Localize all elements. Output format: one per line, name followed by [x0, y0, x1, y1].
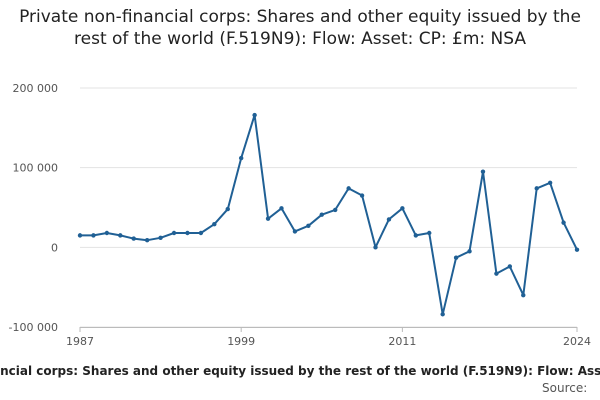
series-line-path	[79, 114, 578, 316]
data-point[interactable]	[91, 233, 96, 238]
data-point[interactable]	[427, 230, 432, 236]
data-point[interactable]	[453, 255, 459, 260]
x-axis-tick-labels: 1987 1999 2011 2024	[66, 335, 591, 348]
x-tick-label: 2024	[563, 335, 591, 348]
x-axis	[79, 327, 578, 332]
data-point[interactable]	[212, 222, 217, 227]
data-point[interactable]	[144, 237, 150, 243]
data-point[interactable]	[185, 230, 190, 236]
x-tick-label: 1999	[227, 335, 255, 348]
data-point[interactable]	[238, 155, 244, 161]
x-tick-label: 1987	[66, 335, 94, 348]
data-point[interactable]	[534, 186, 539, 191]
series-line	[79, 114, 578, 316]
data-point[interactable]	[547, 180, 553, 186]
data-point[interactable]	[413, 233, 419, 238]
data-point[interactable]	[306, 223, 311, 229]
data-point[interactable]	[480, 169, 486, 174]
data-point[interactable]	[104, 230, 110, 236]
data-point[interactable]	[440, 312, 445, 317]
y-tick-label: -100 000	[9, 321, 58, 334]
data-point[interactable]	[77, 233, 83, 238]
series-points	[77, 112, 580, 317]
y-axis-tick-labels: -100 000 0 100 000 200 000	[9, 82, 58, 334]
data-point[interactable]	[507, 264, 513, 269]
source-label: Source:	[542, 381, 588, 395]
data-point[interactable]	[292, 229, 298, 234]
data-point[interactable]	[574, 247, 580, 252]
y-tick-label: 0	[51, 241, 58, 254]
data-point[interactable]	[561, 220, 566, 225]
data-point[interactable]	[198, 230, 204, 236]
grid-lines	[80, 87, 577, 328]
data-point[interactable]	[225, 206, 230, 212]
data-point[interactable]	[467, 249, 472, 254]
data-point[interactable]	[279, 206, 284, 211]
data-point[interactable]	[118, 233, 123, 238]
y-tick-label: 100 000	[13, 162, 59, 175]
data-point[interactable]	[346, 186, 351, 191]
chart-title: Private non-financial corps: Shares and …	[19, 7, 581, 49]
data-point[interactable]	[373, 245, 378, 250]
data-point[interactable]	[494, 271, 499, 276]
data-point[interactable]	[171, 230, 177, 236]
data-point[interactable]	[265, 216, 271, 221]
x-tick-label: 2011	[388, 335, 416, 348]
y-tick-label: 200 000	[13, 82, 59, 95]
data-point[interactable]	[400, 206, 405, 211]
data-point[interactable]	[131, 236, 136, 241]
data-point[interactable]	[252, 112, 257, 118]
data-point[interactable]	[521, 292, 526, 298]
data-point[interactable]	[359, 193, 365, 198]
legend-series-label: Private non-financial corps: Shares and …	[0, 364, 600, 378]
data-point[interactable]	[319, 212, 324, 217]
data-point[interactable]	[386, 217, 392, 222]
data-point[interactable]	[158, 235, 163, 240]
data-point[interactable]	[333, 207, 338, 213]
